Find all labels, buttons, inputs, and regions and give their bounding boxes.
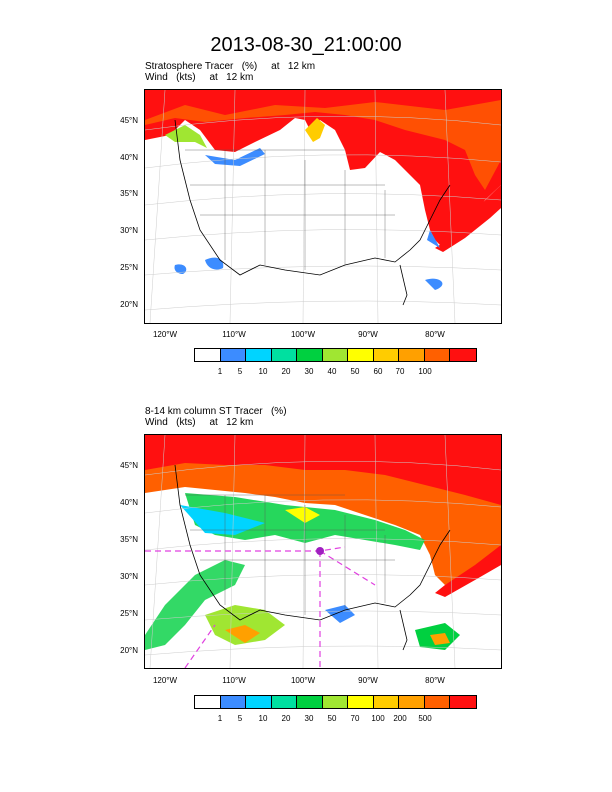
lat-label: 35°N (120, 535, 138, 544)
colorbar-label: 10 (258, 367, 268, 376)
colorbar-swatch (373, 696, 399, 708)
lat-label: 25°N (120, 263, 138, 272)
panel2-subtitle-line2: Wind (kts) at 12 km (145, 417, 254, 428)
lon-label: 100°W (290, 676, 316, 685)
colorbar-label: 1 (217, 714, 223, 723)
tracer-blue-spot (425, 278, 443, 290)
colorbar-swatch (450, 349, 476, 361)
tracer-southwest-green (145, 560, 245, 650)
colorbar-swatch (348, 349, 374, 361)
panel1-colorbar (194, 348, 477, 362)
lon-label: 80°W (425, 330, 445, 339)
tracer-cyan-band (180, 505, 265, 535)
colorbar-label: 100 (371, 714, 385, 723)
colorbar-swatch (399, 349, 425, 361)
lat-label: 45°N (120, 116, 138, 125)
colorbar-swatch (246, 349, 272, 361)
panel1-map-svg (145, 90, 501, 323)
lat-label: 30°N (120, 572, 138, 581)
lat-label: 40°N (120, 153, 138, 162)
tracer-orange-band (145, 100, 501, 190)
panel1-map (144, 89, 502, 324)
colorbar-label: 100 (418, 367, 432, 376)
colorbar-swatch (220, 696, 246, 708)
tracer-southeast-plume (435, 185, 501, 252)
lat-label: 30°N (120, 226, 138, 235)
tracer-southwest-orange (225, 625, 260, 643)
colorbar-label: 30 (304, 367, 314, 376)
state-borders (185, 149, 395, 270)
panel2-subtitle-line1: 8-14 km column ST Tracer (%) (145, 406, 287, 417)
colorbar-swatch (195, 349, 221, 361)
panel2-colorbar (194, 695, 477, 709)
colorbar-label: 10 (258, 714, 268, 723)
colorbar-swatch (297, 696, 323, 708)
tracer-blue-edge (427, 230, 440, 248)
colorbar-label: 20 (281, 714, 291, 723)
tracer-yellow-edge (305, 118, 325, 142)
tracer-southeast-orange (430, 633, 450, 645)
lat-label: 25°N (120, 609, 138, 618)
colorbar-swatch (195, 696, 221, 708)
panel2-map (144, 434, 502, 669)
lat-label: 40°N (120, 498, 138, 507)
colorbar-swatch (373, 349, 399, 361)
flight-marker (316, 547, 324, 555)
panel1-subtitle-line2: Wind (kts) at 12 km (145, 72, 254, 83)
tracer-blue-spot (174, 264, 187, 274)
tracer-yellow-spots (285, 507, 320, 523)
colorbar-swatch (271, 349, 297, 361)
lat-label: 45°N (120, 461, 138, 470)
colorbar-label: 500 (418, 714, 432, 723)
colorbar-label: 40 (327, 367, 337, 376)
colorbar-label: 70 (350, 714, 360, 723)
colorbar-label: 5 (237, 367, 243, 376)
colorbar-swatch (424, 349, 450, 361)
graticule (145, 435, 501, 668)
coastline (174, 119, 451, 306)
lon-label: 110°W (222, 676, 246, 685)
colorbar-swatch (348, 696, 374, 708)
page-title: 2013-08-30_21:00:00 (210, 34, 402, 56)
lon-label: 90°W (358, 330, 378, 339)
colorbar-swatch (424, 696, 450, 708)
coastline (174, 464, 451, 651)
tracer-yellow-edge (165, 125, 207, 148)
colorbar-swatch (271, 696, 297, 708)
lat-label: 20°N (120, 300, 138, 309)
lon-label: 120°W (152, 676, 178, 685)
tracer-blue-edge (325, 605, 355, 623)
lon-label: 80°W (425, 676, 445, 685)
lon-label: 110°W (222, 330, 246, 339)
colorbar-swatch (246, 696, 272, 708)
panel1-subtitle-line1: Stratosphere Tracer (%) at 12 km (145, 61, 316, 72)
lon-label: 100°W (290, 330, 316, 339)
colorbar-label: 70 (395, 367, 405, 376)
tracer-blue-edge (205, 148, 265, 166)
colorbar-label: 60 (373, 367, 383, 376)
colorbar-label: 1 (217, 367, 223, 376)
state-borders (185, 494, 395, 615)
colorbar-swatch (322, 696, 348, 708)
panel2-map-svg (145, 435, 501, 668)
colorbar-label: 5 (237, 714, 243, 723)
lat-label: 35°N (120, 189, 138, 198)
colorbar-label: 20 (281, 367, 291, 376)
colorbar-swatch (297, 349, 323, 361)
colorbar-label: 200 (393, 714, 407, 723)
colorbar-swatch (450, 696, 476, 708)
colorbar-swatch (220, 349, 246, 361)
tracer-red-core (145, 435, 501, 505)
lon-label: 120°W (152, 330, 178, 339)
colorbar-swatch (399, 696, 425, 708)
lon-label: 90°W (358, 676, 378, 685)
colorbar-label: 50 (350, 367, 360, 376)
graticule (145, 90, 501, 323)
colorbar-label: 30 (304, 714, 314, 723)
lat-label: 20°N (120, 646, 138, 655)
colorbar-label: 50 (327, 714, 337, 723)
colorbar-swatch (322, 349, 348, 361)
tracer-blue-spot (205, 257, 224, 270)
